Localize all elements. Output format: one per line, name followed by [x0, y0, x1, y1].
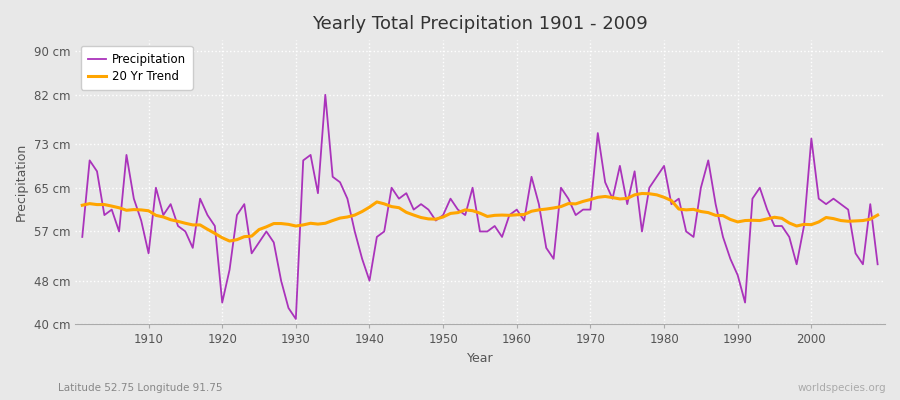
20 Yr Trend [136, 208, 147, 212]
Legend: Precipitation, 20 Yr Trend: Precipitation, 20 Yr Trend [81, 46, 193, 90]
20 Yr Trend [305, 221, 316, 226]
Precipitation [76, 234, 87, 239]
20 Yr Trend [636, 191, 647, 196]
Text: Latitude 52.75 Longitude 91.75: Latitude 52.75 Longitude 91.75 [58, 383, 223, 393]
20 Yr Trend [608, 195, 618, 200]
Precipitation [320, 92, 330, 97]
20 Yr Trend [518, 212, 529, 217]
Precipitation [518, 218, 529, 223]
Precipitation [615, 164, 626, 168]
20 Yr Trend [511, 212, 522, 217]
20 Yr Trend [872, 213, 883, 218]
Precipitation [356, 256, 367, 261]
Line: Precipitation: Precipitation [82, 95, 878, 319]
Line: 20 Yr Trend: 20 Yr Trend [82, 194, 878, 241]
X-axis label: Year: Year [466, 352, 493, 365]
Title: Yearly Total Precipitation 1901 - 2009: Yearly Total Precipitation 1901 - 2009 [312, 15, 648, 33]
Y-axis label: Precipitation: Precipitation [15, 143, 28, 221]
20 Yr Trend [224, 239, 235, 244]
20 Yr Trend [349, 213, 360, 218]
Text: worldspecies.org: worldspecies.org [798, 383, 886, 393]
Precipitation [872, 262, 883, 267]
Precipitation [136, 218, 147, 223]
20 Yr Trend [76, 203, 87, 208]
Precipitation [305, 152, 316, 157]
Precipitation [526, 174, 537, 179]
Precipitation [291, 316, 302, 321]
